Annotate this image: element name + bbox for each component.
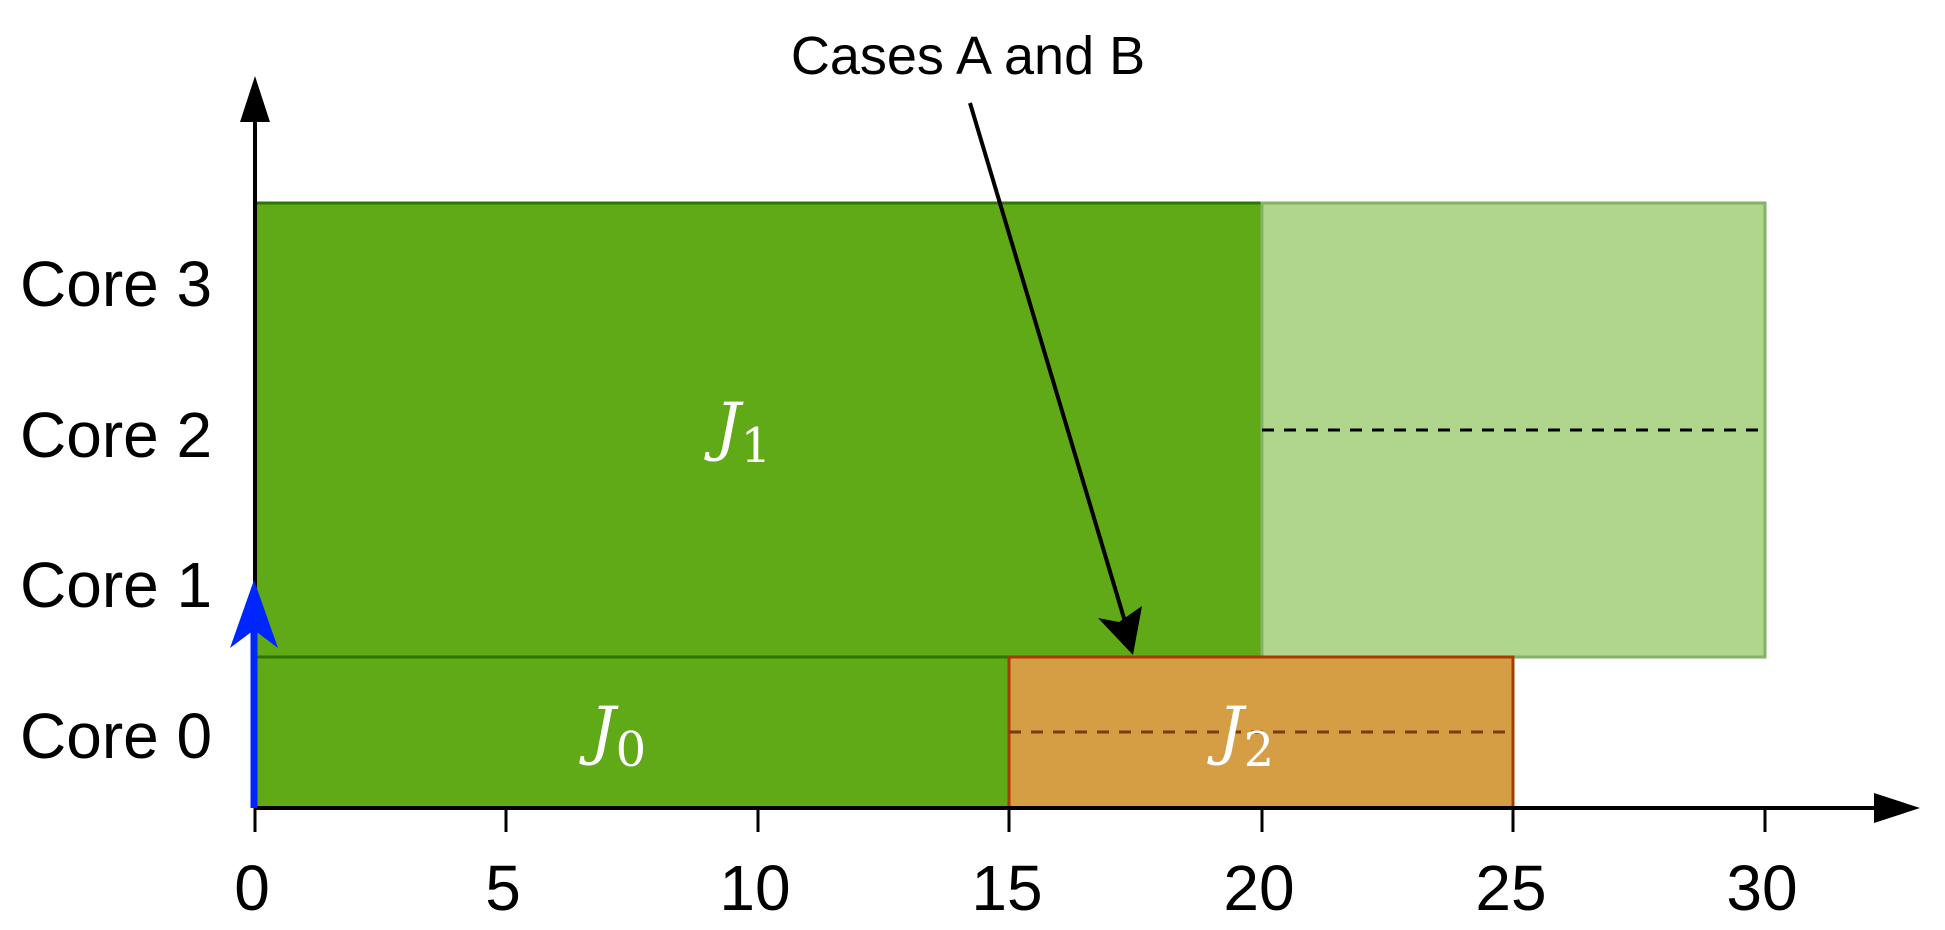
x-tick-label: 10 (719, 852, 790, 924)
job-j1-block (253, 201, 1264, 659)
annotation-arrowhead (1098, 606, 1142, 655)
x-tick-label: 15 (971, 852, 1042, 924)
release-arrow-head (230, 580, 278, 648)
core-3-label: Core 3 (20, 248, 212, 320)
annotation-arrow-shaft (968, 102, 1128, 626)
core-0-label: Core 0 (20, 700, 212, 772)
core-2-label: Core 2 (20, 399, 212, 471)
job-j1-label: J1 (704, 390, 771, 474)
core-1-label: Core 1 (20, 549, 212, 621)
x-axis-arrowhead (1874, 793, 1920, 823)
y-axis-arrowhead (240, 76, 270, 122)
annotation-label: Cases A and B (791, 26, 1145, 86)
x-tick-label: 30 (1726, 852, 1797, 924)
x-ticks (253, 808, 1767, 832)
x-tick-label: 20 (1223, 852, 1294, 924)
x-tick-label: 5 (485, 852, 521, 924)
x-tick-label: 0 (234, 852, 270, 924)
x-tick-label: 25 (1475, 852, 1546, 924)
